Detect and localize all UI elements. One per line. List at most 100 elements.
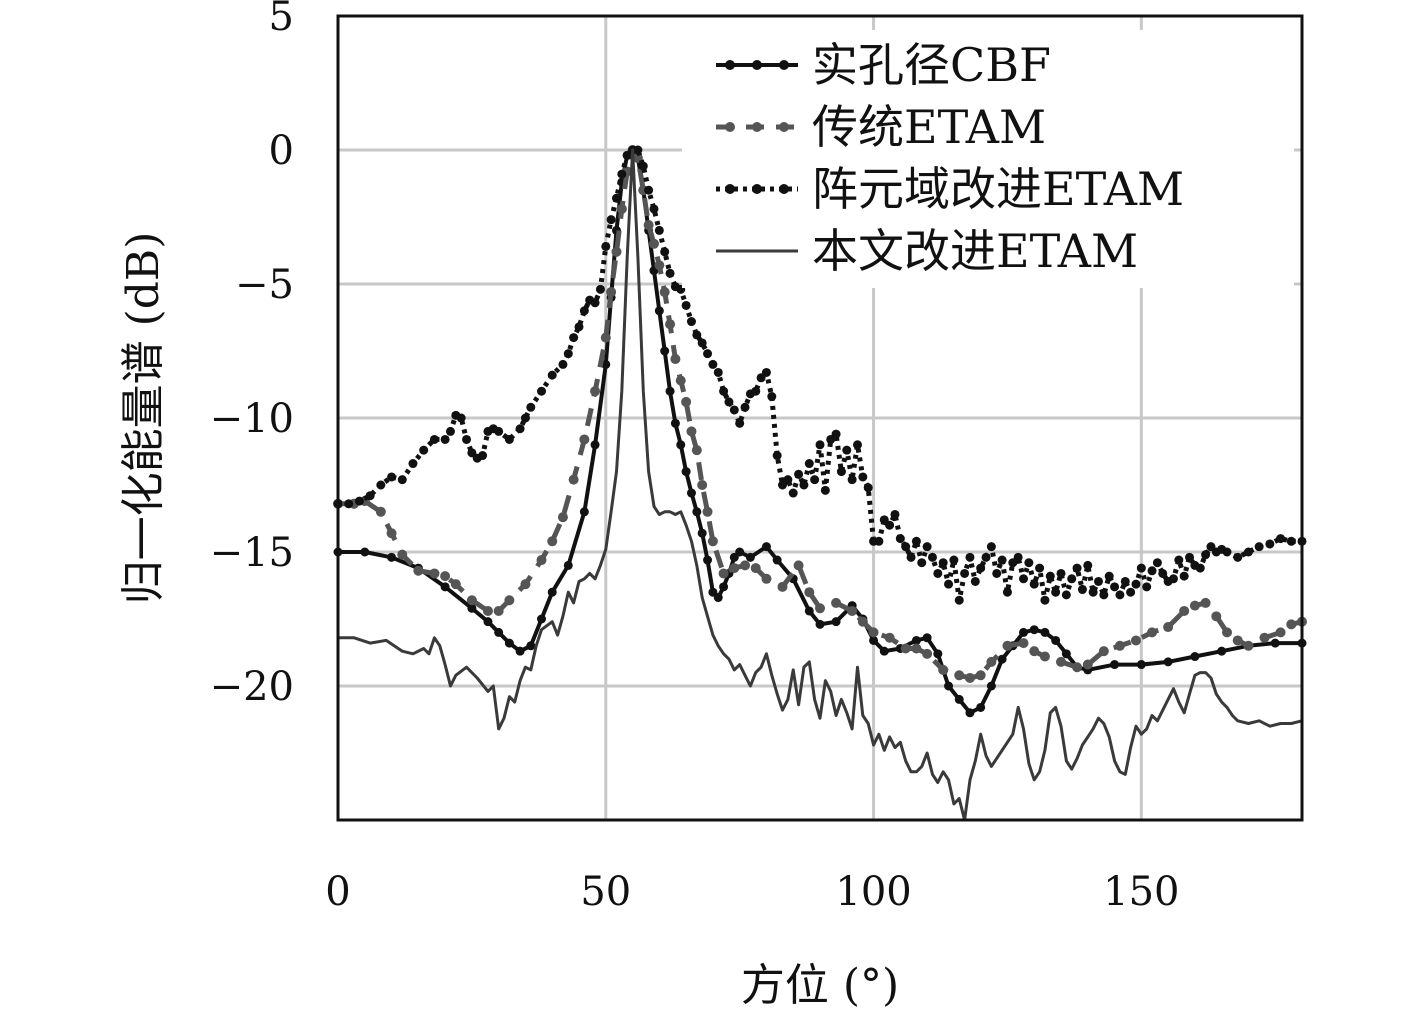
data-point	[644, 185, 654, 195]
data-point	[601, 241, 611, 251]
y-tick-label: 5	[269, 0, 294, 40]
data-point	[868, 627, 879, 638]
data-point	[547, 536, 558, 547]
data-point	[504, 595, 515, 606]
legend-marker	[752, 60, 762, 70]
data-point	[654, 306, 664, 316]
legend-marker	[752, 184, 762, 194]
data-point	[1189, 600, 1200, 611]
data-point	[616, 203, 627, 214]
data-point	[751, 386, 761, 396]
data-point	[1254, 542, 1264, 552]
data-point	[944, 681, 954, 691]
data-point	[933, 649, 943, 659]
data-point	[660, 346, 670, 356]
data-point	[1051, 635, 1061, 645]
data-point	[365, 491, 375, 501]
y-axis-label: 归一化能量谱 (dB)	[118, 232, 169, 605]
data-point	[579, 507, 589, 517]
data-point	[590, 386, 601, 397]
data-point	[387, 552, 397, 562]
data-point	[702, 506, 713, 517]
series-2	[333, 145, 1307, 683]
data-point	[1147, 566, 1157, 576]
legend-label: 本文改进ETAM	[812, 224, 1138, 278]
data-point	[794, 469, 804, 479]
data-point	[681, 396, 692, 407]
data-point	[922, 542, 932, 552]
data-point	[1077, 585, 1087, 595]
data-point	[467, 603, 477, 613]
data-point	[601, 359, 611, 369]
data-point	[1136, 563, 1146, 573]
data-point	[804, 459, 814, 469]
data-point	[654, 225, 664, 235]
data-point	[1152, 558, 1162, 568]
data-point	[536, 555, 547, 566]
data-point	[660, 247, 670, 257]
data-point	[681, 300, 691, 310]
x-tick-label: 0	[325, 869, 350, 915]
data-point	[478, 451, 488, 461]
data-point	[815, 440, 825, 450]
data-point	[1110, 582, 1120, 592]
data-point	[1243, 640, 1254, 651]
data-point	[793, 560, 804, 571]
data-point	[900, 643, 911, 654]
data-point	[440, 434, 450, 444]
data-point	[761, 573, 772, 584]
data-point	[375, 506, 386, 517]
data-point	[1045, 571, 1055, 581]
data-point	[761, 367, 771, 377]
data-point	[633, 145, 643, 155]
y-tick-label: −20	[210, 664, 294, 710]
data-point	[997, 654, 1007, 664]
data-point	[703, 349, 713, 359]
data-point	[917, 558, 927, 568]
data-point	[397, 549, 408, 560]
data-point	[397, 475, 407, 485]
data-point	[1126, 587, 1136, 597]
data-point	[1130, 635, 1141, 646]
data-point	[1104, 571, 1114, 581]
data-point	[954, 694, 964, 704]
data-point	[986, 681, 996, 691]
data-point	[869, 635, 879, 645]
data-point	[735, 547, 745, 557]
data-point	[1265, 539, 1275, 549]
legend-marker	[779, 122, 789, 132]
data-point	[466, 595, 477, 606]
data-point	[665, 268, 675, 278]
data-point	[440, 582, 450, 592]
data-point	[665, 386, 675, 396]
data-point	[1061, 649, 1071, 659]
data-point	[1286, 619, 1297, 630]
data-point	[515, 424, 525, 434]
data-point	[1168, 574, 1178, 584]
legend-label: 传统ETAM	[812, 100, 1046, 154]
data-point	[831, 597, 842, 608]
legend-label: 阵元域改进ETAM	[812, 162, 1184, 216]
data-point	[558, 359, 568, 369]
data-point	[354, 496, 364, 506]
data-point	[1002, 640, 1013, 651]
data-point	[965, 708, 975, 718]
data-point	[1029, 625, 1039, 635]
data-point	[386, 528, 397, 539]
data-point	[611, 246, 622, 257]
data-point	[1072, 563, 1082, 573]
series-line	[338, 147, 1302, 603]
data-point	[504, 638, 514, 648]
data-point	[1270, 638, 1280, 648]
data-point	[804, 587, 815, 598]
data-point	[718, 568, 729, 579]
data-point	[659, 287, 670, 298]
data-point	[729, 563, 740, 574]
series-line	[338, 148, 1303, 822]
data-point	[944, 579, 954, 589]
plot-frame	[336, 14, 1304, 822]
data-point	[857, 616, 868, 627]
data-point	[1276, 534, 1286, 544]
data-point	[954, 670, 965, 681]
